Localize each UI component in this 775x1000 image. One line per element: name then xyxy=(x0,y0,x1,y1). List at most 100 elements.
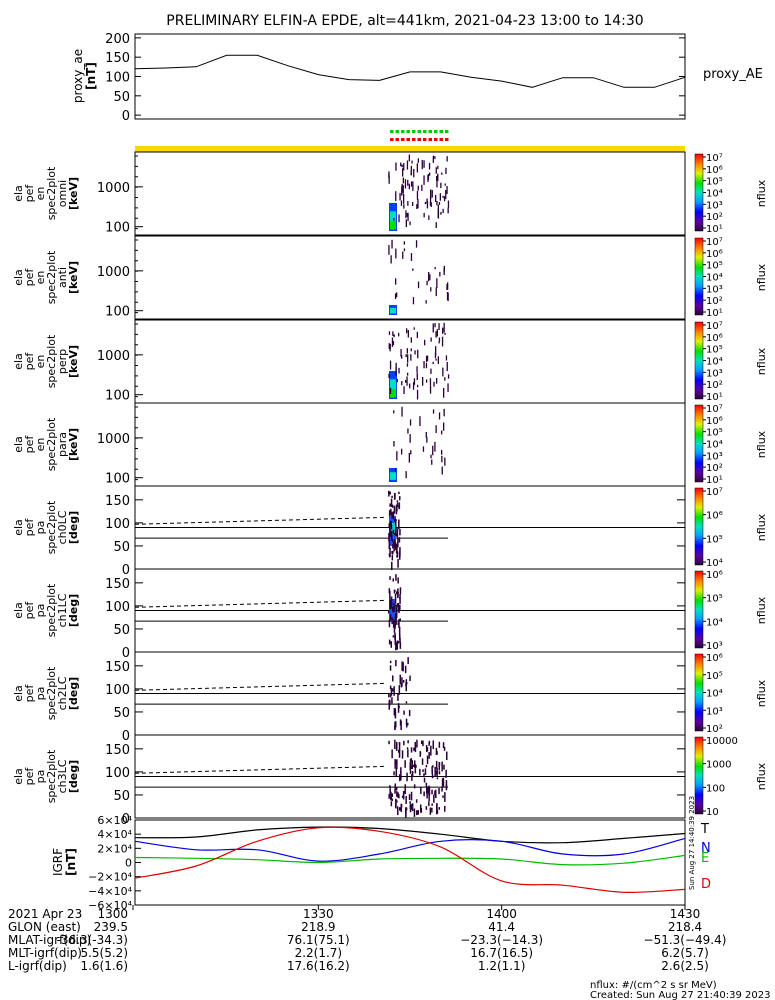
spectrogram-pixel xyxy=(425,745,428,753)
spectrogram-pixel xyxy=(438,762,441,766)
spectrogram-pixel xyxy=(398,505,400,509)
spectrogram-pixel xyxy=(442,795,444,798)
spectrogram-pixel xyxy=(410,747,413,753)
spectrogram-pixel xyxy=(389,387,392,394)
spectrogram-pixel xyxy=(389,360,392,370)
colorbar-tick-label: 10⁶ xyxy=(706,165,723,176)
spectrogram-pixel xyxy=(423,791,425,797)
panel-ylabel-line: ela xyxy=(12,602,25,619)
colorbar-tick-label: 10⁵ xyxy=(706,594,723,605)
spectrogram-pixel xyxy=(395,659,397,667)
spectrogram-pixel xyxy=(389,521,392,528)
panel-ylabel-line: [deg] xyxy=(67,677,80,710)
spectrogram-pixel xyxy=(447,383,449,392)
panel-ylabel-line: pa xyxy=(34,687,47,701)
spectrogram-pixel xyxy=(410,348,412,352)
spectrogram-pixel xyxy=(429,197,432,204)
colorbar-tick-label: 10³ xyxy=(706,641,723,652)
panel-ylabel-line: pef xyxy=(23,184,36,203)
spectrogram-pixel xyxy=(388,538,391,548)
spectrogram-pixel xyxy=(390,532,392,538)
spectrogram-pixel xyxy=(419,416,421,426)
spectrogram-pixel xyxy=(394,614,397,619)
spectrogram-pixel xyxy=(410,181,413,187)
panel-ylabel-line: pef xyxy=(23,435,36,454)
colorbar-tick-label: 10³ xyxy=(706,706,723,717)
spectrogram-pixel xyxy=(397,640,400,644)
panel-ytick-label: 100 xyxy=(105,389,130,404)
colorbar-tick-label: 10⁴ xyxy=(706,617,723,628)
spectrogram-pixel xyxy=(403,241,405,245)
spectrogram-pixel xyxy=(442,777,445,788)
panel-ylabel-line: ch2LC xyxy=(56,676,69,710)
spectrogram-pixel xyxy=(417,158,419,163)
zone-dash-green xyxy=(406,130,410,133)
panel-ylabel-line: spec2plot xyxy=(45,250,58,304)
spectrogram-pixel xyxy=(423,777,426,783)
spectrogram-pixel xyxy=(405,379,407,383)
colorbar-tick-label: 10⁶ xyxy=(706,333,723,344)
spectrogram-pixel xyxy=(441,466,443,475)
panel-ytick-label: 50 xyxy=(113,706,130,721)
spectrogram-pixel xyxy=(400,804,403,808)
spectrogram-core xyxy=(390,389,396,398)
spectrogram-pixel xyxy=(426,355,429,362)
spectrogram-pixel xyxy=(414,350,416,355)
spectrogram-pixel xyxy=(389,343,391,349)
spectrogram-pixel xyxy=(417,281,420,289)
spectrogram-pixel xyxy=(394,783,396,792)
spectrogram-pixel xyxy=(427,787,429,794)
spectrogram-pixel xyxy=(395,191,397,201)
spectrogram-pixel xyxy=(435,346,437,356)
spectrogram-pixel xyxy=(391,798,393,802)
spectrogram-pixel xyxy=(389,531,391,537)
spectrogram-pixel xyxy=(425,432,427,438)
colorbar-label: nflux xyxy=(755,596,768,624)
anti-loss-cone-line xyxy=(134,599,386,608)
spectrogram-pixel xyxy=(389,785,391,795)
spectrogram-pixel xyxy=(447,282,449,290)
spectrogram-pixel xyxy=(410,450,412,455)
spectrogram-pixel xyxy=(398,367,400,374)
spectrogram-pixel xyxy=(405,471,407,479)
spectrogram-pixel xyxy=(390,599,393,607)
colorbar-tick-label: 10³ xyxy=(706,284,723,295)
panel-ylabel-line: [keV] xyxy=(67,345,80,378)
spectrogram-pixel xyxy=(392,606,394,613)
anti-loss-cone-line xyxy=(134,516,386,525)
spectrogram-pixel xyxy=(389,491,391,495)
spectrogram-pixel xyxy=(398,705,400,709)
spectrogram-pixel xyxy=(442,742,445,748)
spectrogram-pixel xyxy=(446,751,448,760)
spectrogram-pixel xyxy=(405,701,408,704)
spectrogram-pixel xyxy=(399,193,401,201)
spectrogram-pixel xyxy=(394,725,396,730)
spectrogram-pixel xyxy=(429,202,432,206)
zone-dash-red xyxy=(439,138,443,141)
spectrogram-pixel xyxy=(434,790,436,796)
zone-dash-green xyxy=(390,130,394,133)
orbit-value: 16.7(16.5) xyxy=(470,946,533,960)
panel-ytick-label: 50 xyxy=(113,623,130,638)
spectrogram-pixel xyxy=(403,204,405,209)
igrf-ytick-label: 2×10⁴ xyxy=(97,842,132,855)
igrf-series-T xyxy=(134,826,686,844)
zone-dash-green xyxy=(439,130,443,133)
spectrogram-pixel xyxy=(388,510,391,517)
spectrogram-pixel xyxy=(430,368,432,374)
spectrogram-pixel xyxy=(430,337,432,342)
colorbar-tick-label: 10⁴ xyxy=(706,189,723,200)
colorbar-label: nflux xyxy=(755,762,768,790)
spectrogram-pixel xyxy=(392,619,395,628)
spectrogram-pixel xyxy=(436,278,438,288)
panel-ylabel-line: ela xyxy=(12,519,25,536)
spectrogram-pixel xyxy=(422,446,425,452)
spectrogram-pixel xyxy=(405,796,407,804)
spectrogram-pixel xyxy=(395,507,398,515)
spectrogram-pixel xyxy=(428,794,430,801)
spectrogram-pixel xyxy=(425,764,428,768)
spectrogram-pixel xyxy=(407,372,409,376)
spectrogram-pixel xyxy=(405,679,408,687)
